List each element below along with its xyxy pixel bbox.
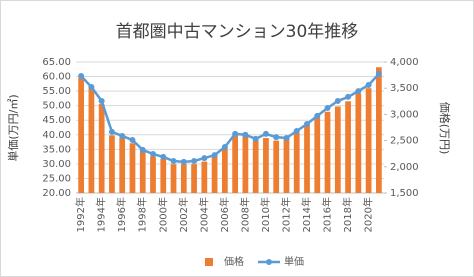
x-tick-label: 1996年 (115, 197, 128, 232)
line-point (314, 112, 321, 119)
bar (139, 151, 146, 193)
bar (109, 135, 115, 193)
line-point (180, 158, 187, 165)
bar (191, 164, 197, 193)
line-point (119, 132, 126, 139)
x-tick-label: 2014年 (300, 197, 313, 232)
line-point (108, 128, 115, 135)
bar (242, 135, 249, 193)
line-point (283, 134, 290, 141)
x-tick-label: 2002年 (177, 197, 190, 232)
y2-tick-label: 1,500 (390, 188, 419, 199)
line-point (139, 146, 146, 153)
bar (283, 137, 290, 193)
line-point (375, 70, 382, 77)
bar (98, 103, 105, 193)
y2-tick-label: 4,000 (390, 57, 419, 68)
line-point (129, 137, 136, 144)
bar (150, 156, 156, 193)
line-point (78, 72, 85, 79)
x-tick-label: 1998年 (136, 197, 149, 232)
line-point (334, 98, 341, 105)
bar (170, 164, 177, 193)
bar (334, 106, 341, 193)
y-tick-label: 25.00 (42, 173, 71, 184)
y-tick-label: 40.00 (42, 130, 71, 141)
y-tick-label: 30.00 (42, 159, 71, 170)
bar (221, 148, 228, 193)
x-tick-label: 2004年 (197, 197, 210, 232)
y2-tick-label: 2,000 (390, 162, 419, 173)
y-tick-label: 55.00 (42, 86, 71, 97)
bar (201, 161, 208, 193)
bar (355, 93, 362, 193)
line-point (252, 135, 259, 142)
x-tick-label: 2008年 (238, 197, 251, 232)
y-tick-label: 45.00 (42, 115, 71, 126)
line-point (150, 150, 156, 157)
line-point (232, 130, 239, 137)
y-tick-label: 50.00 (42, 101, 71, 112)
x-tick-label: 2006年 (218, 197, 231, 232)
line-point (201, 155, 208, 162)
line-point (324, 104, 331, 111)
line-point (345, 93, 352, 100)
y2-axis-label: 価格(万円) (438, 102, 452, 155)
legend-swatch (266, 259, 272, 265)
bar (160, 158, 167, 193)
bar (314, 117, 321, 193)
bar (345, 101, 351, 193)
bar (211, 156, 218, 193)
line-point (304, 121, 310, 128)
bar (365, 88, 372, 193)
bar (263, 137, 269, 193)
line-point (365, 81, 372, 88)
line-point (170, 157, 177, 164)
line-point (355, 88, 362, 95)
bar (88, 88, 95, 193)
line-point (88, 84, 95, 91)
y-tick-label: 35.00 (42, 144, 71, 155)
bar (78, 77, 85, 193)
bar (273, 140, 280, 193)
legend-swatch (205, 258, 213, 266)
line-point (293, 127, 300, 134)
bar (324, 111, 331, 193)
y2-tick-label: 2,500 (390, 136, 419, 147)
x-tick-label: 2000年 (156, 197, 169, 232)
line-point (191, 157, 198, 164)
x-tick-label: 1994年 (95, 197, 108, 232)
x-tick-label: 2018年 (341, 197, 354, 232)
y-tick-label: 65.00 (42, 57, 71, 68)
bar (375, 67, 382, 193)
y-axis-label: 単価(万円/㎡) (6, 94, 20, 161)
bar (129, 143, 136, 193)
line-point (273, 134, 280, 141)
y2-tick-label: 3,500 (390, 83, 419, 94)
chart-title: 首都圏中古マンション30年推移 (116, 22, 359, 42)
bar (232, 135, 239, 193)
line-point (221, 144, 228, 151)
line-point (242, 131, 249, 138)
bar (180, 164, 187, 193)
y-tick-label: 20.00 (42, 188, 71, 199)
x-tick-label: 2012年 (279, 197, 292, 232)
line-point (98, 98, 105, 105)
y-tick-label: 60.00 (42, 72, 71, 83)
line-point (211, 152, 218, 159)
x-tick-label: 2020年 (362, 197, 375, 232)
bar (119, 137, 126, 193)
legend-label: 単価 (284, 255, 304, 268)
bar (304, 124, 310, 193)
x-tick-label: 2010年 (259, 197, 272, 232)
line-point (160, 153, 167, 160)
bar (252, 140, 259, 193)
x-tick-label: 2016年 (321, 197, 334, 232)
line-point (262, 130, 269, 137)
x-tick-label: 1992年 (74, 197, 87, 232)
legend-label: 価格 (224, 255, 244, 268)
bar (293, 132, 300, 193)
y2-tick-label: 3,000 (390, 109, 419, 120)
